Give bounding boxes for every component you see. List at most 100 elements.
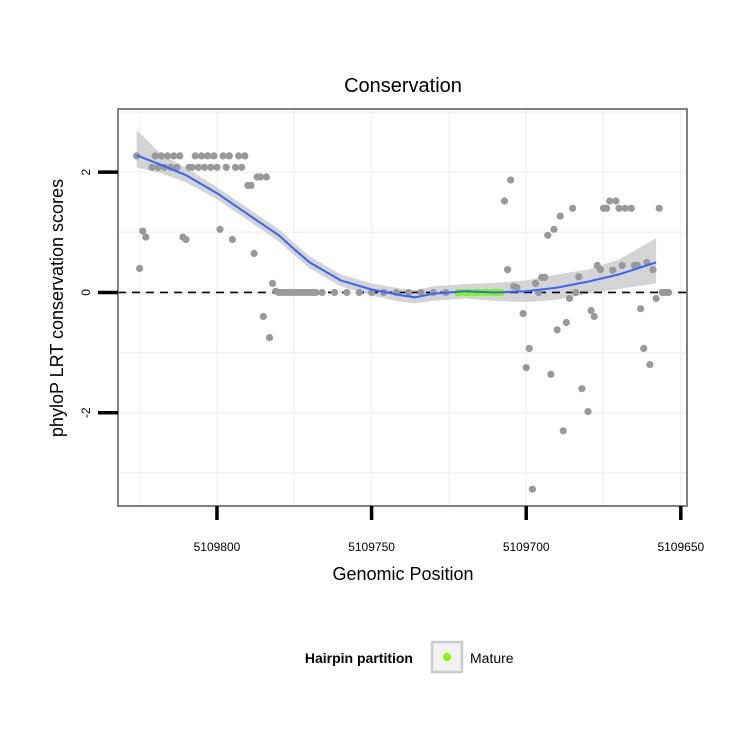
data-point xyxy=(173,163,181,171)
data-point xyxy=(609,266,617,274)
data-point xyxy=(519,309,527,318)
smooth-line xyxy=(136,154,657,299)
data-point xyxy=(525,344,533,352)
data-point xyxy=(528,485,537,493)
data-point xyxy=(621,204,629,212)
data-point xyxy=(197,152,206,160)
data-point xyxy=(210,152,218,160)
x-tick-label: 5109700 xyxy=(503,540,550,554)
data-point xyxy=(355,288,363,297)
legend-dot-mature xyxy=(443,653,451,661)
data-point xyxy=(154,163,162,171)
data-point xyxy=(522,364,530,372)
data-point xyxy=(596,266,605,274)
data-point xyxy=(655,204,663,212)
data-point xyxy=(405,288,413,297)
data-point xyxy=(142,233,150,241)
data-point xyxy=(504,266,512,274)
data-point xyxy=(241,152,249,160)
data-point xyxy=(603,204,611,212)
x-axis: 5109800 5109750 5109700 5109650 xyxy=(194,506,704,554)
data-point xyxy=(231,163,240,171)
data-point xyxy=(556,212,564,220)
data-point xyxy=(330,288,339,297)
data-point xyxy=(531,279,540,287)
data-point xyxy=(559,427,567,435)
y-tick-label: -2 xyxy=(79,407,93,418)
data-point xyxy=(562,318,571,327)
y-axis-label: phyloP LRT conservation scores xyxy=(47,179,67,437)
data-point xyxy=(578,385,586,393)
data-point xyxy=(139,227,147,235)
data-point xyxy=(201,163,209,171)
data-point xyxy=(256,173,264,181)
ribbon-band xyxy=(136,130,657,304)
data-point xyxy=(148,163,156,171)
data-point xyxy=(312,288,320,297)
data-point xyxy=(182,235,190,244)
y-tick-label: 2 xyxy=(79,169,93,176)
data-point xyxy=(259,312,267,321)
x-axis-label: Genomic Position xyxy=(332,564,473,584)
y-tick-label: 0 xyxy=(79,289,93,296)
data-point xyxy=(188,163,196,171)
data-point xyxy=(606,197,614,205)
data-point xyxy=(513,284,521,292)
data-point xyxy=(213,163,221,171)
data-point xyxy=(652,294,660,303)
legend: Hairpin partition Mature xyxy=(305,640,514,674)
chart-title: Conservation xyxy=(344,75,462,97)
data-point xyxy=(318,288,326,297)
confidence-ribbon xyxy=(136,130,657,304)
data-point xyxy=(157,152,165,160)
data-point xyxy=(649,266,657,274)
data-point xyxy=(238,163,246,171)
data-point xyxy=(136,264,144,272)
grid-lines xyxy=(118,109,687,506)
data-point xyxy=(170,152,178,160)
data-point xyxy=(176,152,184,160)
data-point xyxy=(235,152,243,160)
data-point xyxy=(618,261,626,269)
data-point xyxy=(572,288,580,297)
data-point xyxy=(191,152,199,160)
data-point xyxy=(646,361,654,369)
data-point xyxy=(262,173,270,181)
legend-item-mature: Mature xyxy=(470,650,514,666)
legend-key-mature xyxy=(430,640,464,674)
data-point xyxy=(565,294,574,303)
data-point xyxy=(219,152,227,160)
plot-panel-border xyxy=(117,108,688,507)
data-point xyxy=(575,273,583,281)
data-point xyxy=(247,181,255,189)
data-point xyxy=(584,408,592,416)
data-point xyxy=(228,235,236,244)
data-point xyxy=(627,204,635,212)
data-point xyxy=(590,312,598,321)
data-point xyxy=(269,279,277,287)
data-point xyxy=(265,334,274,342)
data-point xyxy=(151,152,159,160)
data-point xyxy=(547,370,555,378)
data-point xyxy=(550,225,558,233)
data-point xyxy=(163,152,172,160)
smooth-curve xyxy=(136,154,657,299)
x-tick-label: 5109650 xyxy=(657,540,704,554)
data-point xyxy=(216,225,224,233)
data-point xyxy=(204,152,212,160)
x-tick-label: 5109750 xyxy=(348,540,395,554)
data-point xyxy=(612,197,620,205)
data-point xyxy=(417,288,425,297)
y-axis: -2 0 2 xyxy=(79,169,118,418)
data-point xyxy=(343,288,351,297)
data-point xyxy=(587,306,595,315)
data-point xyxy=(553,326,561,334)
data-point xyxy=(225,152,233,160)
legend-title: Hairpin partition xyxy=(305,650,413,666)
data-point xyxy=(569,204,577,212)
data-point xyxy=(222,163,230,171)
data-point xyxy=(615,204,623,212)
data-point xyxy=(250,249,258,257)
data-point xyxy=(207,163,215,171)
